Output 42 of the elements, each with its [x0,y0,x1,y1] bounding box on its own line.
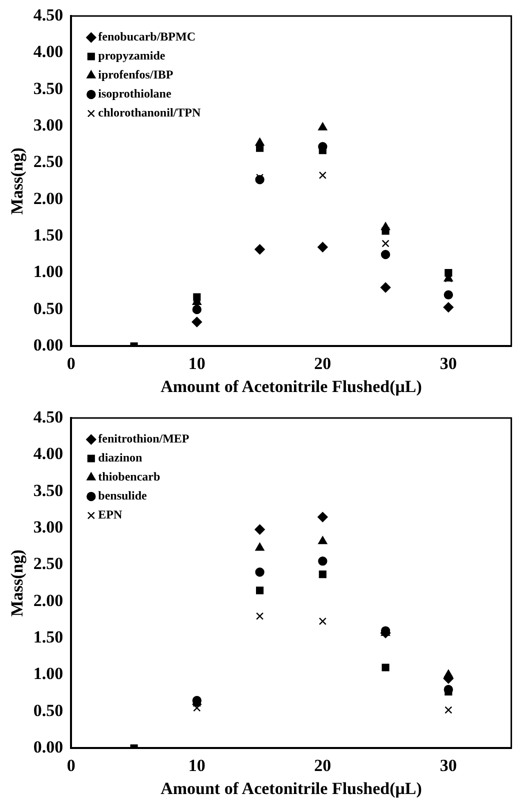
y-tick-label: 1.50 [33,226,64,245]
y-tick-label: 2.50 [33,554,64,574]
legend-label: propyzamide [98,48,166,63]
legend-label: iprofenfos/IBP [98,68,174,82]
x-tick-label: 20 [314,756,332,775]
y-tick-label: 2.50 [33,152,64,172]
y-axis-title: Mass(ng) [8,550,27,617]
y-tick-label: 3.50 [33,480,64,500]
y-tick-label: 4.00 [33,42,64,62]
y-tick-label: 2.00 [33,590,64,610]
legend-label: chlorothanonil/TPN [98,106,201,120]
y-axis-title: Mass(ng) [8,148,27,215]
x-tick-label: 30 [440,756,457,775]
y-tick-label: 3.50 [33,78,64,98]
y-tick-label: 0.50 [33,700,64,720]
x-axis-title: Amount of Acetonitrile Flushed(μL) [160,779,422,798]
y-tick-label: 0.00 [33,336,64,355]
y-tick-label: 1.00 [33,664,64,684]
y-tick-label: 4.50 [33,407,64,426]
y-tick-label: 3.00 [33,517,64,536]
x-axis-title: Amount of Acetonitrile Flushed(μL) [160,377,422,396]
legend-label: fenitrothion/MEP [98,432,190,446]
legend-label: diazinon [98,450,142,465]
y-tick-label: 4.00 [33,444,64,464]
legend-label: isoprothiolane [98,86,172,101]
x-tick-label: 20 [314,354,332,373]
x-tick-label: 0 [66,354,76,373]
y-tick-label: 0.00 [33,738,64,757]
y-tick-label: 4.50 [33,5,64,24]
legend-label: thiobencarb [98,470,160,484]
legend-label: bensulide [98,488,148,503]
y-tick-label: 3.00 [33,115,64,134]
legend-label: EPN [98,508,122,522]
y-tick-label: 1.50 [33,628,64,647]
y-tick-label: 2.00 [33,188,64,208]
y-tick-label: 0.50 [33,298,64,318]
x-tick-label: 0 [66,756,76,775]
x-tick-label: 10 [188,756,206,775]
x-tick-label: 30 [440,354,457,373]
x-tick-label: 10 [188,354,206,373]
y-tick-label: 1.00 [33,262,64,282]
legend-label: fenobucarb/BPMC [98,30,196,44]
